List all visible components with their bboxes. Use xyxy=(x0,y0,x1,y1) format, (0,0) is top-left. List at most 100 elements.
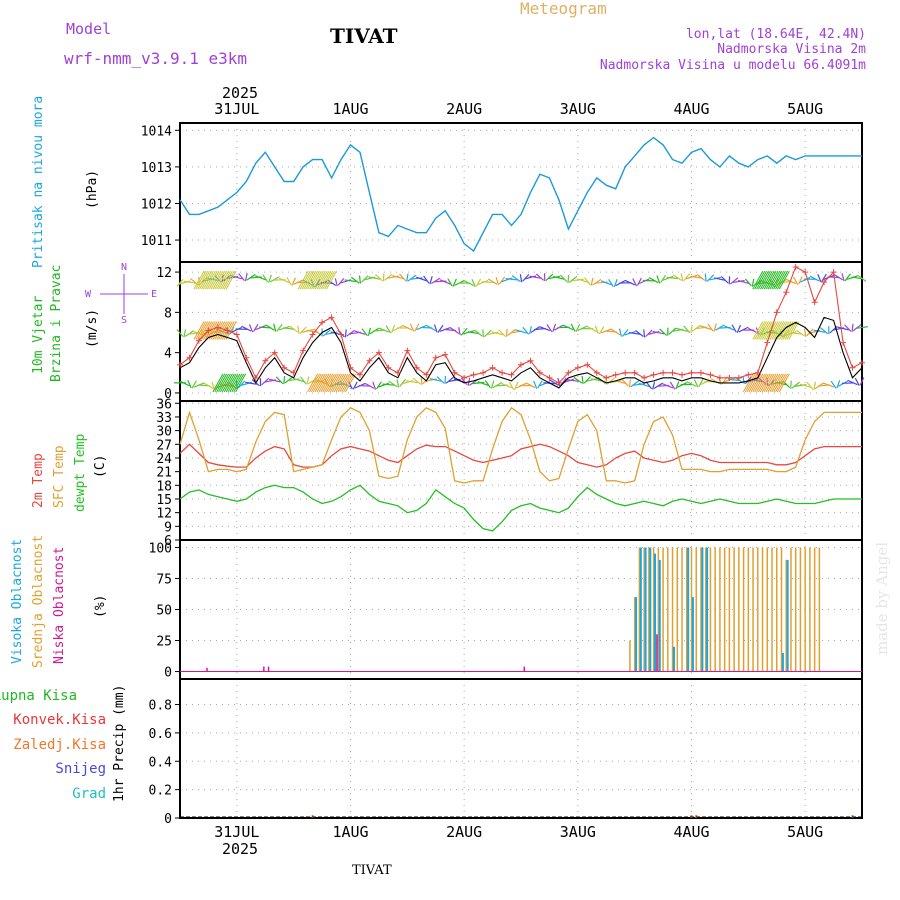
wind-direction-arrow xyxy=(269,276,280,283)
hatch-stroke xyxy=(309,270,320,290)
wind-direction-arrow xyxy=(406,273,409,282)
wind-hatch-zone xyxy=(752,321,800,340)
wind-direction-arrow xyxy=(392,275,404,280)
wind-direction-arrow xyxy=(590,277,594,286)
wind-direction-arrow xyxy=(656,275,661,284)
wind-direction-arrow xyxy=(608,279,614,288)
hatch-stroke xyxy=(742,373,754,393)
wind-direction-arrow xyxy=(299,326,307,335)
ytick-label-25: 25 xyxy=(156,635,172,650)
hatch-stroke xyxy=(788,321,800,340)
hatch-stroke xyxy=(318,373,330,393)
wind-direction-arrow xyxy=(289,325,299,333)
hatch-stroke xyxy=(221,373,233,393)
wind-direction-arrow xyxy=(388,380,398,388)
top-date-31JUL: 31JUL xyxy=(214,100,259,118)
wind-direction-arrow xyxy=(813,381,817,390)
temp-unit: (C) xyxy=(93,455,108,478)
wind-direction-arrow xyxy=(437,324,444,333)
hatch-stroke xyxy=(299,270,311,290)
wind-direction-arrow xyxy=(334,278,338,287)
wind-direction-arrow xyxy=(211,331,224,333)
wind-gust-marker xyxy=(243,354,250,361)
cloud-unit: (%) xyxy=(93,595,108,618)
wind-direction-arrow xyxy=(576,278,589,283)
wind-gust-marker xyxy=(754,369,761,376)
hatch-stroke xyxy=(763,373,775,393)
ytick-label-1012: 1012 xyxy=(141,197,172,212)
wind-direction-arrow xyxy=(851,323,854,332)
hatch-stroke xyxy=(197,321,209,340)
wind-direction-arrow xyxy=(744,376,752,385)
wind-direction-arrow xyxy=(621,378,629,387)
wind-direction-arrow xyxy=(790,380,792,389)
wind-direction-arrow xyxy=(600,280,612,286)
wind-direction-arrow xyxy=(299,376,307,385)
wind-direction-arrow xyxy=(628,331,641,335)
wind-direction-arrow xyxy=(587,326,597,333)
wind-direction-arrow xyxy=(823,382,835,388)
wind-direction-arrow xyxy=(402,324,413,331)
wind-direction-arrow xyxy=(511,275,521,283)
wind-gust-marker xyxy=(375,349,382,356)
wind-direction-arrow xyxy=(322,329,331,337)
wind-gust-marker xyxy=(319,319,326,326)
wind-gust-marker xyxy=(394,369,401,376)
wind-direction-arrow xyxy=(313,328,322,336)
hatch-stroke xyxy=(303,270,315,290)
wind-direction-arrow xyxy=(235,380,239,389)
wind-direction-arrow xyxy=(737,279,750,285)
wind-direction-arrow xyxy=(628,379,632,388)
wind-gust-marker xyxy=(224,327,231,334)
wind-direction-arrow xyxy=(399,379,406,387)
wind-direction-arrow xyxy=(614,380,627,385)
wind-direction-arrow xyxy=(592,278,602,286)
wind-direction-arrow xyxy=(268,378,281,383)
legend-snow: Snijeg xyxy=(55,761,106,777)
wind-direction-arrow xyxy=(407,274,417,282)
wind-direction-arrow xyxy=(501,382,513,389)
ytick-label-33: 33 xyxy=(156,411,172,426)
ytick-label-4: 4 xyxy=(164,347,172,362)
wind-direction-arrow xyxy=(535,273,545,281)
wind-direction-arrow xyxy=(590,378,603,382)
compass-north: N xyxy=(121,262,127,273)
wind-gust-marker xyxy=(792,264,799,271)
hatch-stroke xyxy=(199,270,211,290)
ytick-label-21: 21 xyxy=(156,466,172,481)
wind-direction-arrow xyxy=(384,273,393,281)
hatch-stroke xyxy=(310,373,322,393)
wind-direction-arrow xyxy=(645,381,653,390)
wind-direction-arrow xyxy=(683,325,691,334)
bottom-date-2AUG: 2AUG xyxy=(446,823,482,841)
hatch-stroke xyxy=(328,373,339,393)
wind-direction-arrow xyxy=(651,381,656,390)
wind-gust-marker xyxy=(641,374,648,381)
bottom-date-3AUG: 3AUG xyxy=(560,823,596,841)
wind-hatch-zone xyxy=(307,373,356,393)
wind-direction-arrow xyxy=(669,381,676,390)
wind-gust-marker xyxy=(290,369,297,376)
location-coords: lon,lat (18.64E, 42.4N) xyxy=(686,27,866,42)
wind-direction-arrow xyxy=(291,277,297,286)
wind-direction-arrow xyxy=(423,275,430,284)
wind-direction-arrow xyxy=(791,381,800,389)
ytick-label-8: 8 xyxy=(164,306,172,321)
wind-gust-marker xyxy=(366,357,373,364)
wind-direction-arrow xyxy=(525,382,536,389)
wind-gust-marker xyxy=(669,369,676,376)
hatch-stroke xyxy=(778,270,790,290)
wind-direction-arrow xyxy=(638,382,650,388)
wind-direction-arrow xyxy=(183,280,196,284)
hatch-stroke xyxy=(320,270,332,290)
wind-gust-marker xyxy=(584,361,591,368)
wind-direction-arrow xyxy=(275,376,284,385)
wind-direction-arrow xyxy=(548,275,561,280)
hatch-stroke xyxy=(326,373,337,393)
wind-direction-arrow xyxy=(573,376,583,384)
wind-direction-arrow xyxy=(648,277,659,284)
wind-gust-marker xyxy=(773,309,780,316)
wind-gust-marker xyxy=(546,374,553,381)
hatch-stroke xyxy=(778,373,790,393)
